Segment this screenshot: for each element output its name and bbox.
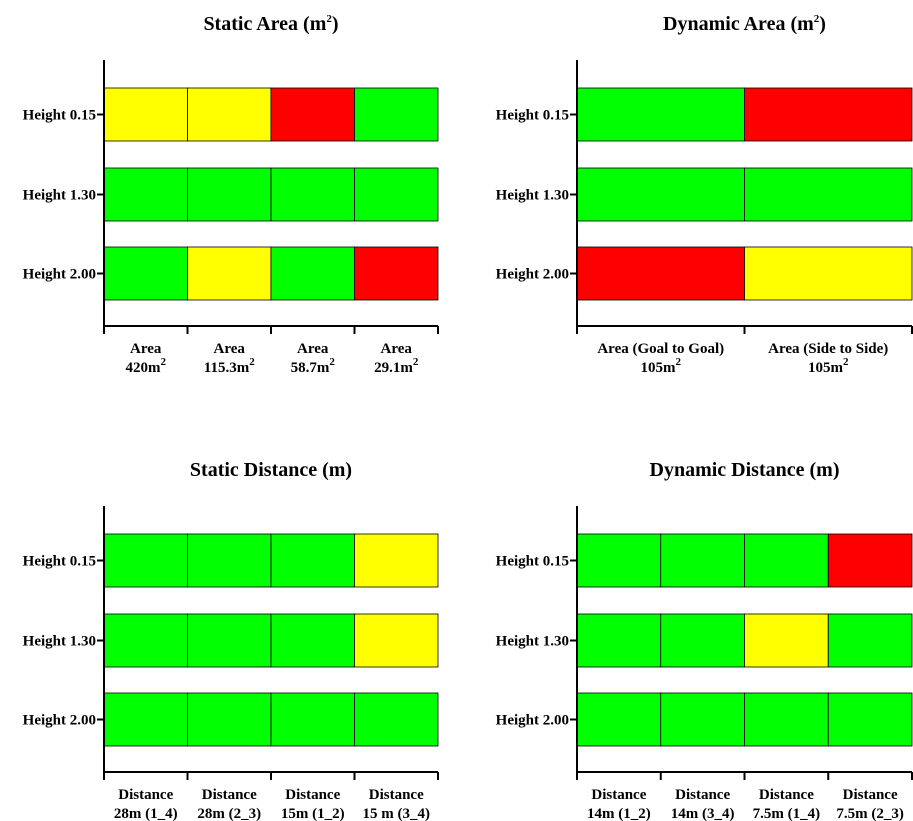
x-tick-label: Distance 14m (3_4)	[671, 787, 735, 821]
heatmap-cell	[270, 246, 355, 301]
heatmap-cell	[103, 87, 188, 142]
y-tick-label: Height 1.30	[496, 634, 569, 650]
heatmap-cell	[576, 692, 662, 747]
chart-title: Static Area (m2)	[203, 13, 338, 35]
heatmap-panel: Static Area (m2) Height 0.15 Height 1.30 He…	[23, 13, 439, 376]
heatmap-cell	[576, 246, 745, 301]
y-tick-label: Height 2.00	[496, 267, 569, 283]
heatmap-cell	[827, 692, 913, 747]
x-tick-label: Area 420m2	[126, 341, 167, 376]
heatmap-cell	[103, 692, 188, 747]
heatmap-cell	[744, 613, 829, 668]
x-tick-label: Distance 15m (1_2)	[281, 787, 345, 821]
heatmap-cell	[827, 613, 913, 668]
y-tick-label: Height 1.30	[496, 188, 569, 204]
heatmap-cell	[660, 692, 745, 747]
heatmap-cell	[744, 533, 829, 588]
x-tick-label: Distance 15 m (3_4)	[363, 787, 431, 821]
heatmap-cell	[270, 692, 355, 747]
x-tick-label: Distance 28m (1_4)	[114, 787, 178, 821]
y-tick-label: Height 1.30	[23, 634, 96, 650]
heatmap-cell	[744, 167, 913, 222]
heatmap-cell	[270, 87, 355, 142]
x-tick-label: Distance 7.5m (1_4)	[753, 787, 821, 821]
heatmap-cell	[354, 246, 439, 301]
heatmap-cell	[187, 87, 272, 142]
y-tick-label: Height 0.15	[496, 554, 569, 570]
x-tick-label: Distance 14m (1_2)	[587, 787, 651, 821]
heatmap-cell	[270, 533, 355, 588]
heatmap-panel: Dynamic Area (m2) Height 0.15 Height 1.30 H…	[496, 13, 913, 376]
y-tick-label: Height 2.00	[23, 713, 96, 729]
y-tick-label: Height 0.15	[23, 108, 96, 124]
heatmap-cell	[744, 246, 913, 301]
heatmap-cell	[187, 167, 272, 222]
heatmap-cell	[576, 87, 745, 142]
y-tick-label: Height 0.15	[496, 108, 569, 124]
heatmap-cell	[576, 533, 662, 588]
heatmap-cell	[103, 167, 188, 222]
heatmap-cell	[354, 533, 439, 588]
x-tick-label: Area 115.3m2	[204, 341, 255, 376]
y-tick-label: Height 2.00	[496, 713, 569, 729]
heatmap-cell	[576, 167, 745, 222]
heatmap-cell	[103, 613, 188, 668]
heatmap-panel: Dynamic Distance (m) Height 0.15 Height 1.…	[496, 459, 913, 821]
heatmap-cell	[103, 533, 188, 588]
heatmap-cell	[660, 613, 745, 668]
heatmap-cell	[744, 87, 913, 142]
x-tick-label: Area 58.7m2	[291, 341, 336, 376]
heatmap-cell	[660, 533, 745, 588]
heatmap-cell	[187, 246, 272, 301]
x-tick-label: Area (Goal to Goal) 105m2	[597, 341, 724, 376]
heatmap-cell	[354, 692, 439, 747]
y-tick-label: Height 0.15	[23, 554, 96, 570]
heatmap-panel: Static Distance (m) Height 0.15 Height 1.3…	[23, 459, 439, 821]
heatmap-cell	[354, 613, 439, 668]
chart-title: Dynamic Distance (m)	[650, 459, 840, 481]
heatmap-cell	[270, 167, 355, 222]
x-tick-label: Distance 28m (2_3)	[197, 787, 261, 821]
heatmap-cell	[354, 87, 439, 142]
heatmap-cell	[187, 613, 272, 668]
heatmap-cell	[744, 692, 829, 747]
x-tick-label: Distance 7.5m (2_3)	[836, 787, 904, 821]
y-tick-label: Height 2.00	[23, 267, 96, 283]
heatmap-cell	[187, 533, 272, 588]
heatmap-cell	[103, 246, 188, 301]
heatmap-cell	[576, 613, 662, 668]
heatmap-cell	[354, 167, 439, 222]
y-tick-label: Height 1.30	[23, 188, 96, 204]
heatmap-cell	[270, 613, 355, 668]
heatmap-cell	[187, 692, 272, 747]
chart-title: Dynamic Area (m2)	[663, 13, 826, 35]
chart-title: Static Distance (m)	[190, 459, 352, 481]
x-tick-label: Area 29.1m2	[374, 341, 419, 376]
x-tick-label: Area (Side to Side) 105m2	[768, 341, 888, 376]
heatmap-cell	[827, 533, 913, 588]
